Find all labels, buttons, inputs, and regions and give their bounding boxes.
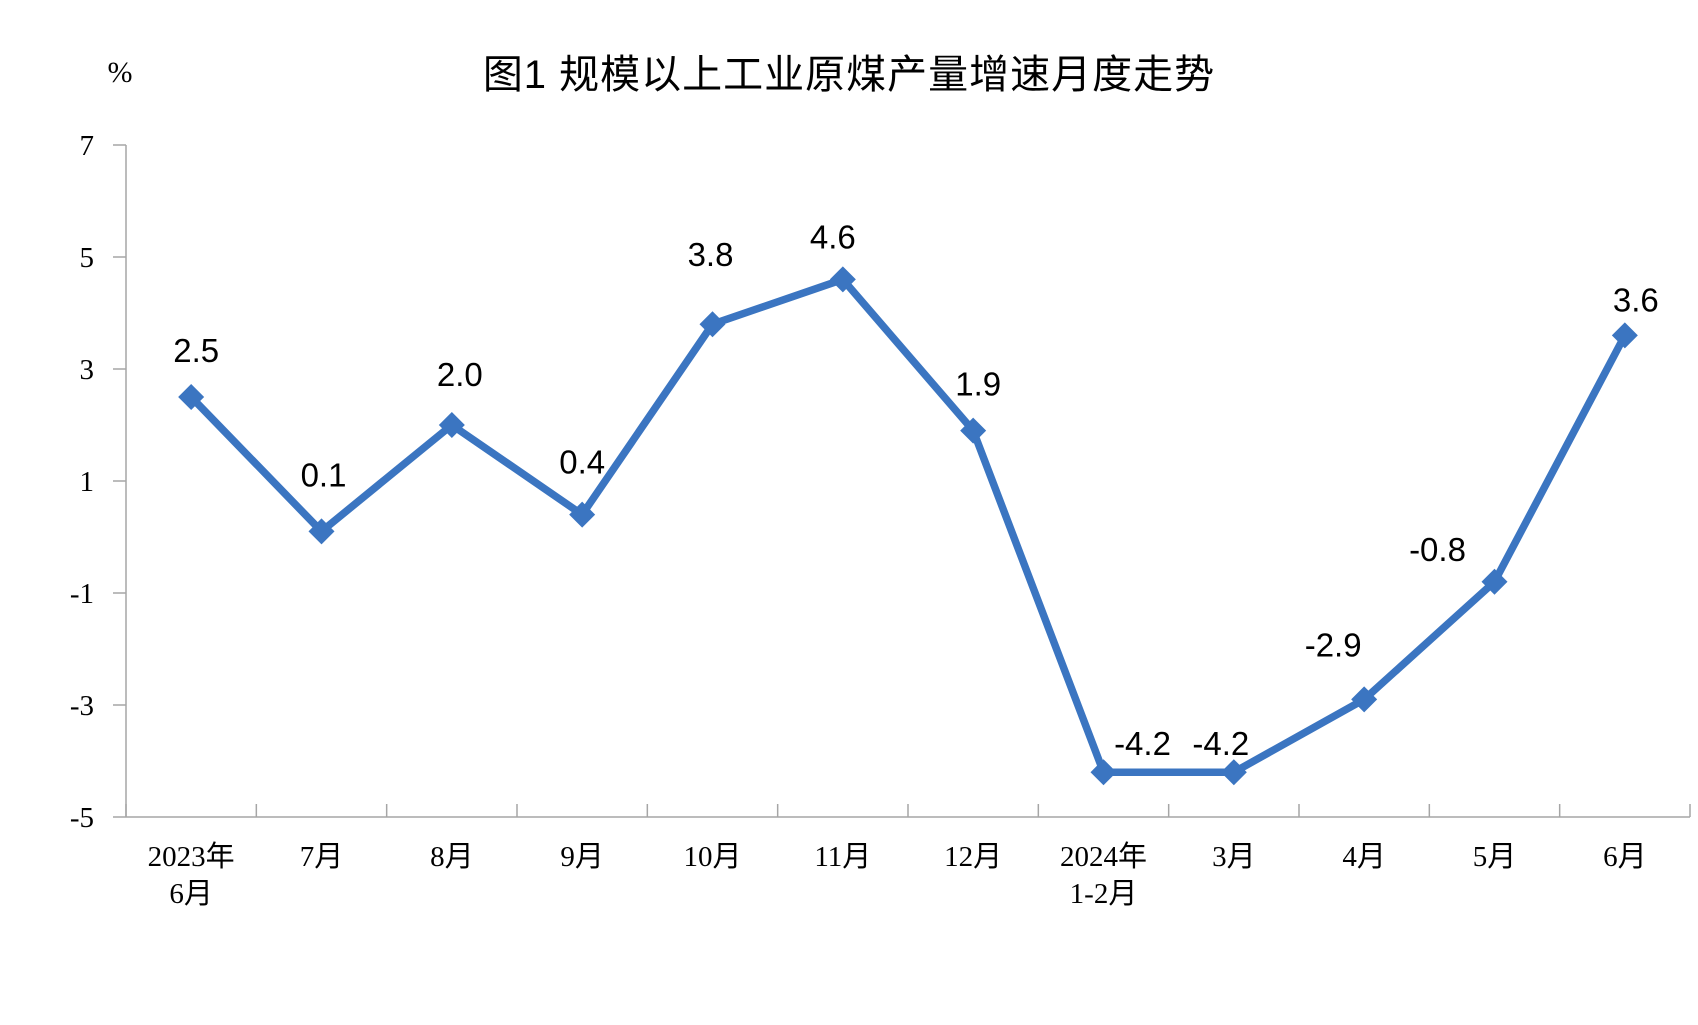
y-axis-unit-label: % — [108, 56, 133, 89]
x-category-label: 2024年 — [1060, 840, 1147, 873]
x-category-label: 12月 — [944, 841, 1002, 873]
data-point-marker — [960, 417, 987, 444]
x-category-label: 11月 — [814, 841, 871, 873]
x-category-label: 6月 — [169, 878, 213, 910]
y-tick-label: 7 — [80, 130, 95, 162]
y-tick-label: -3 — [70, 690, 94, 722]
x-category-label: 9月 — [560, 841, 604, 873]
y-tick-label: -1 — [70, 578, 94, 610]
x-category-label: 4月 — [1342, 841, 1386, 873]
data-point-label: -4.2 — [1114, 725, 1171, 762]
data-point-marker — [829, 266, 856, 293]
data-point-label: -4.2 — [1192, 725, 1249, 762]
data-point-marker — [438, 412, 465, 438]
data-line — [187, 275, 1629, 776]
data-point-label: 0.1 — [301, 456, 347, 493]
data-point-marker — [308, 518, 335, 545]
data-point-marker — [1611, 322, 1638, 349]
x-category-label: 5月 — [1473, 841, 1517, 873]
data-point-label: 2.0 — [437, 356, 483, 393]
chart-title: 图1 规模以上工业原煤产量增速月度走势 — [482, 53, 1216, 97]
data-point-label: 3.6 — [1613, 281, 1659, 318]
data-point-label: 1.9 — [955, 366, 1001, 403]
x-category-label: 8月 — [430, 841, 474, 873]
data-point-marker — [699, 311, 726, 338]
data-point-label: 0.4 — [559, 444, 605, 481]
x-category-label: 3月 — [1212, 841, 1256, 873]
data-point-marker — [1220, 759, 1247, 786]
x-category-label: 7月 — [300, 841, 344, 873]
x-category-label: 1-2月 — [1070, 878, 1138, 910]
y-tick-label: 1 — [80, 466, 95, 498]
data-point-marker — [1090, 759, 1117, 786]
data-point-marker — [1351, 686, 1378, 713]
data-point-label: 2.5 — [173, 332, 219, 369]
x-category-label: 6月 — [1603, 841, 1647, 873]
y-tick-label: 3 — [80, 354, 95, 386]
data-point-label: -0.8 — [1409, 531, 1466, 568]
data-point-label: 4.6 — [810, 218, 856, 255]
data-point-marker — [569, 501, 596, 528]
y-tick-label: -5 — [70, 802, 94, 834]
data-point-marker — [178, 384, 205, 410]
data-point-label: 3.8 — [688, 236, 734, 273]
y-tick-label: 5 — [80, 242, 95, 274]
x-category-label: 2023年 — [148, 840, 235, 873]
x-category-label: 10月 — [683, 841, 741, 873]
data-point-label: -2.9 — [1305, 626, 1362, 663]
data-point-marker — [1481, 568, 1508, 595]
